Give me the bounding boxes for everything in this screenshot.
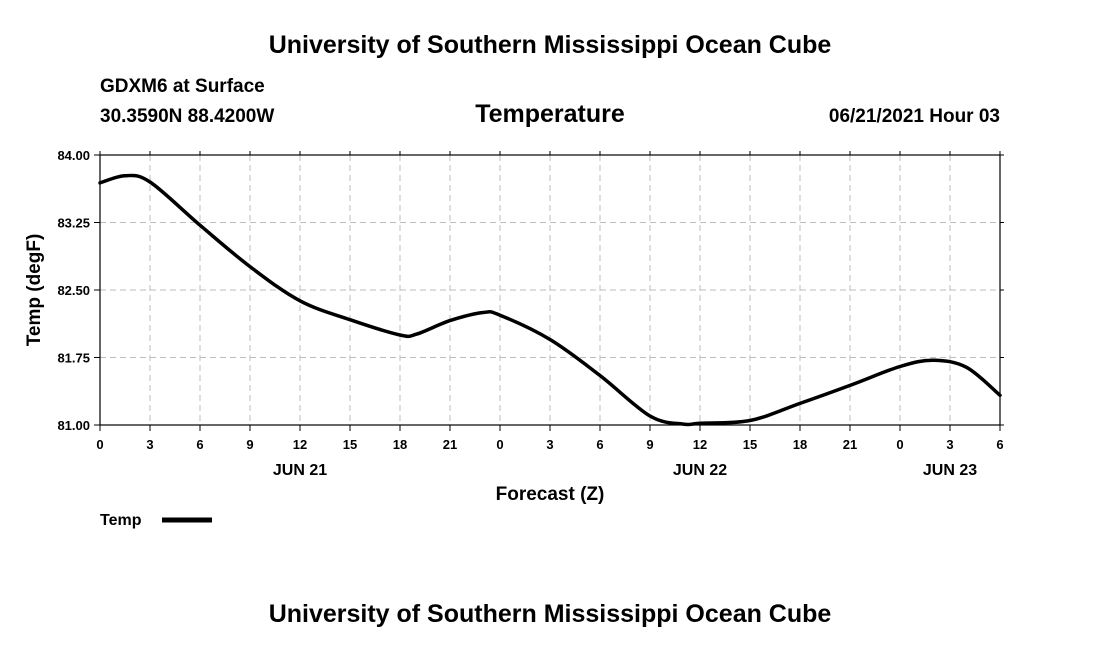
station-label: GDXM6 at Surface (100, 76, 265, 97)
y-tick-label: 84.00 (57, 148, 90, 163)
grid (100, 155, 1000, 425)
y-tick-label: 82.50 (57, 283, 90, 298)
x-tick-label: 12 (293, 437, 307, 452)
date-labels: JUN 21 JUN 22 JUN 23 (273, 462, 977, 479)
x-tick-label: 9 (246, 437, 253, 452)
x-tick-label: 3 (546, 437, 553, 452)
variable-title: Temperature (475, 100, 625, 128)
x-tick-label: 9 (646, 437, 653, 452)
x-tick-label: 0 (96, 437, 103, 452)
x-tick-label: 15 (743, 437, 757, 452)
y-tick-labels: 84.00 83.25 82.50 81.75 81.00 (57, 148, 90, 433)
x-tick-label: 0 (496, 437, 503, 452)
date-label: JUN 23 (923, 462, 977, 479)
x-axis-title: Forecast (Z) (496, 484, 605, 505)
run-time-label: 06/21/2021 Hour 03 (828, 106, 1000, 127)
x-tick-label: 3 (946, 437, 953, 452)
x-tick-label: 3 (146, 437, 153, 452)
plot-frame (99, 154, 1001, 426)
bottom-title: University of Southern Mississippi Ocean… (268, 600, 832, 628)
legend-label: Temp (100, 512, 142, 529)
x-tick-labels: 0 3 6 9 12 15 18 21 0 3 6 9 12 15 18 21 0 3 6 (96, 437, 1003, 452)
date-label: JUN 22 (673, 462, 727, 479)
x-tick-label: 21 (843, 437, 857, 452)
x-tick-label: 6 (996, 437, 1003, 452)
temp-series-line (98, 173, 1002, 427)
x-tick-label: 6 (196, 437, 203, 452)
top-title: University of Southern Mississippi Ocean… (268, 31, 832, 59)
tick-marks (94, 151, 1004, 431)
y-tick-label: 83.25 (57, 216, 90, 231)
y-axis-title: Temp (degF) (24, 234, 45, 347)
x-tick-label: 18 (793, 437, 807, 452)
x-tick-label: 6 (596, 437, 603, 452)
y-tick-label: 81.75 (57, 351, 90, 366)
x-tick-label: 18 (393, 437, 407, 452)
x-tick-label: 12 (693, 437, 707, 452)
x-tick-label: 15 (343, 437, 357, 452)
y-tick-label: 81.00 (57, 418, 90, 433)
x-tick-label: 0 (896, 437, 903, 452)
date-label: JUN 21 (273, 462, 327, 479)
x-tick-label: 21 (443, 437, 457, 452)
station-coordinates: 30.3590N 88.4200W (100, 106, 275, 127)
